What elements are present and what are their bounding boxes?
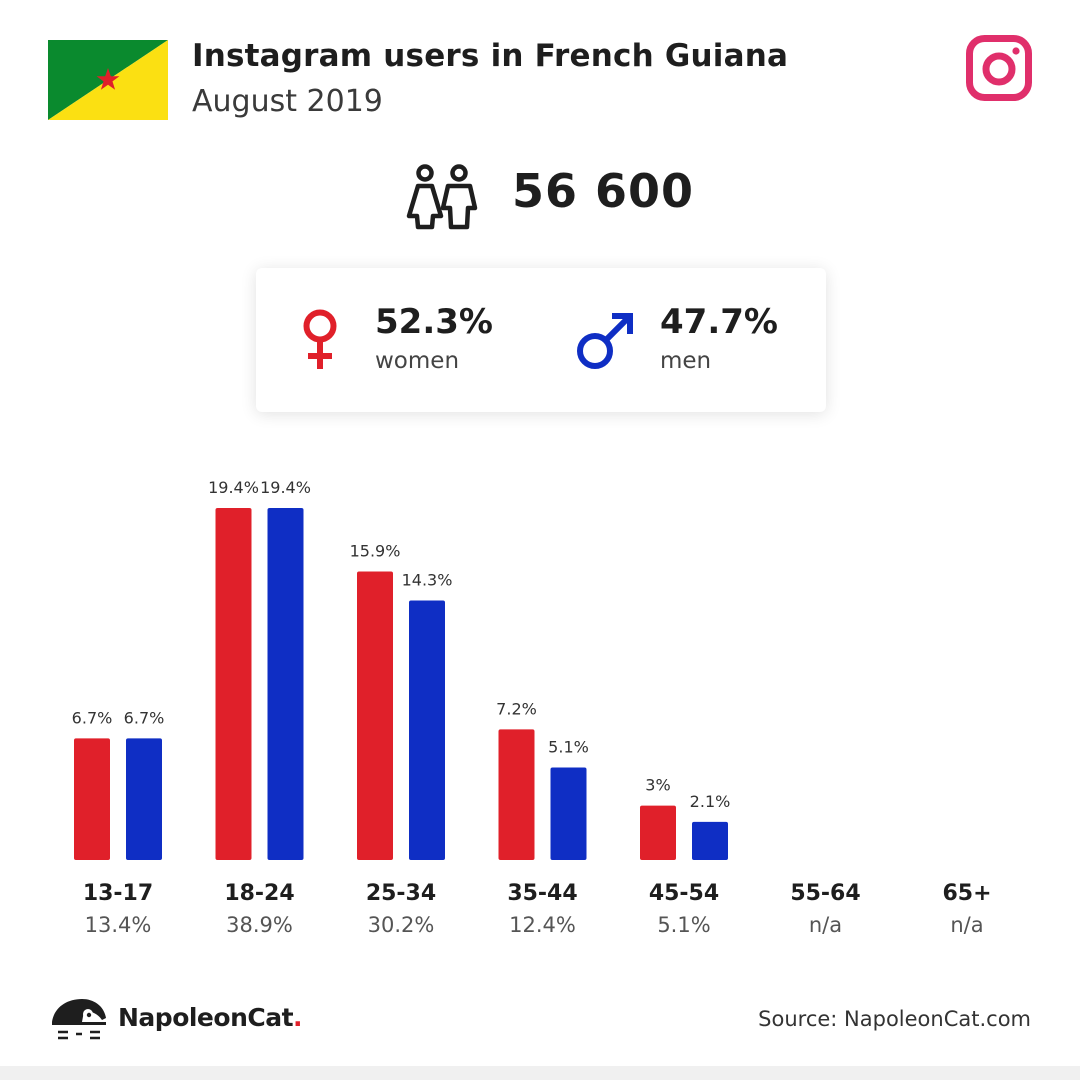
bar-value-label: 6.7%: [124, 708, 165, 727]
age-category-total: 30.2%: [368, 913, 435, 937]
male-icon: [577, 313, 633, 369]
bar-value-label: 5.1%: [548, 737, 589, 756]
age-gender-bar-chart: 6.7% 6.7% 13-17 13.4% 19.4% 19.4% 18-24 38.9% 15…: [72, 478, 992, 937]
age-category-total: 38.9%: [226, 913, 293, 937]
age-category-total: n/a: [950, 913, 983, 937]
men-label: men: [660, 348, 712, 374]
female-icon: [303, 309, 337, 369]
total-users: 56 600: [512, 164, 695, 218]
age-category-total: 5.1%: [657, 913, 710, 937]
bar: [409, 600, 445, 860]
bar: [126, 738, 162, 860]
bar: [498, 729, 535, 860]
age-category-label: 13-17: [83, 881, 153, 906]
age-category-label: 65+: [942, 881, 991, 906]
bar-value-label: 15.9%: [350, 542, 401, 561]
source-text: Source: NapoleonCat.com: [758, 1007, 1031, 1031]
bar: [215, 508, 252, 860]
bar: [267, 508, 304, 860]
bar-value-label: 7.2%: [496, 699, 537, 718]
bar-value-label: 19.4%: [208, 478, 259, 497]
bar: [74, 738, 110, 860]
age-category-label: 45-54: [649, 881, 719, 906]
bar-value-label: 2.1%: [690, 792, 731, 811]
brand-name: NapoleonCat.: [118, 1003, 303, 1032]
gender-card: 52.3% women 47.7% men: [256, 268, 826, 412]
bottom-strip: [0, 1066, 1080, 1080]
bar-value-label: 3%: [645, 776, 670, 795]
age-category-label: 18-24: [224, 881, 294, 906]
age-category-label: 55-64: [790, 881, 860, 906]
bar: [357, 571, 393, 860]
age-category-label: 25-34: [366, 881, 436, 906]
page-subtitle: August 2019: [192, 84, 383, 119]
age-category-total: 12.4%: [509, 913, 576, 937]
bar: [640, 805, 676, 860]
men-percentage: 47.7%: [660, 302, 778, 342]
bar-value-label: 19.4%: [260, 478, 311, 497]
instagram-icon: [966, 35, 1032, 101]
bar-value-label: 14.3%: [402, 571, 453, 590]
age-category-total: 13.4%: [85, 913, 152, 937]
women-percentage: 52.3%: [375, 302, 493, 342]
age-category-total: n/a: [809, 913, 842, 937]
bar: [692, 821, 728, 860]
women-label: women: [375, 348, 460, 374]
users-icon: [406, 164, 478, 230]
age-category-label: 35-44: [507, 881, 577, 906]
napoleoncat-logo-icon: [52, 999, 106, 1040]
bar-value-label: 6.7%: [72, 708, 113, 727]
french-guiana-flag: [48, 40, 168, 120]
page-title: Instagram users in French Guiana: [192, 38, 789, 74]
bar: [550, 767, 587, 860]
